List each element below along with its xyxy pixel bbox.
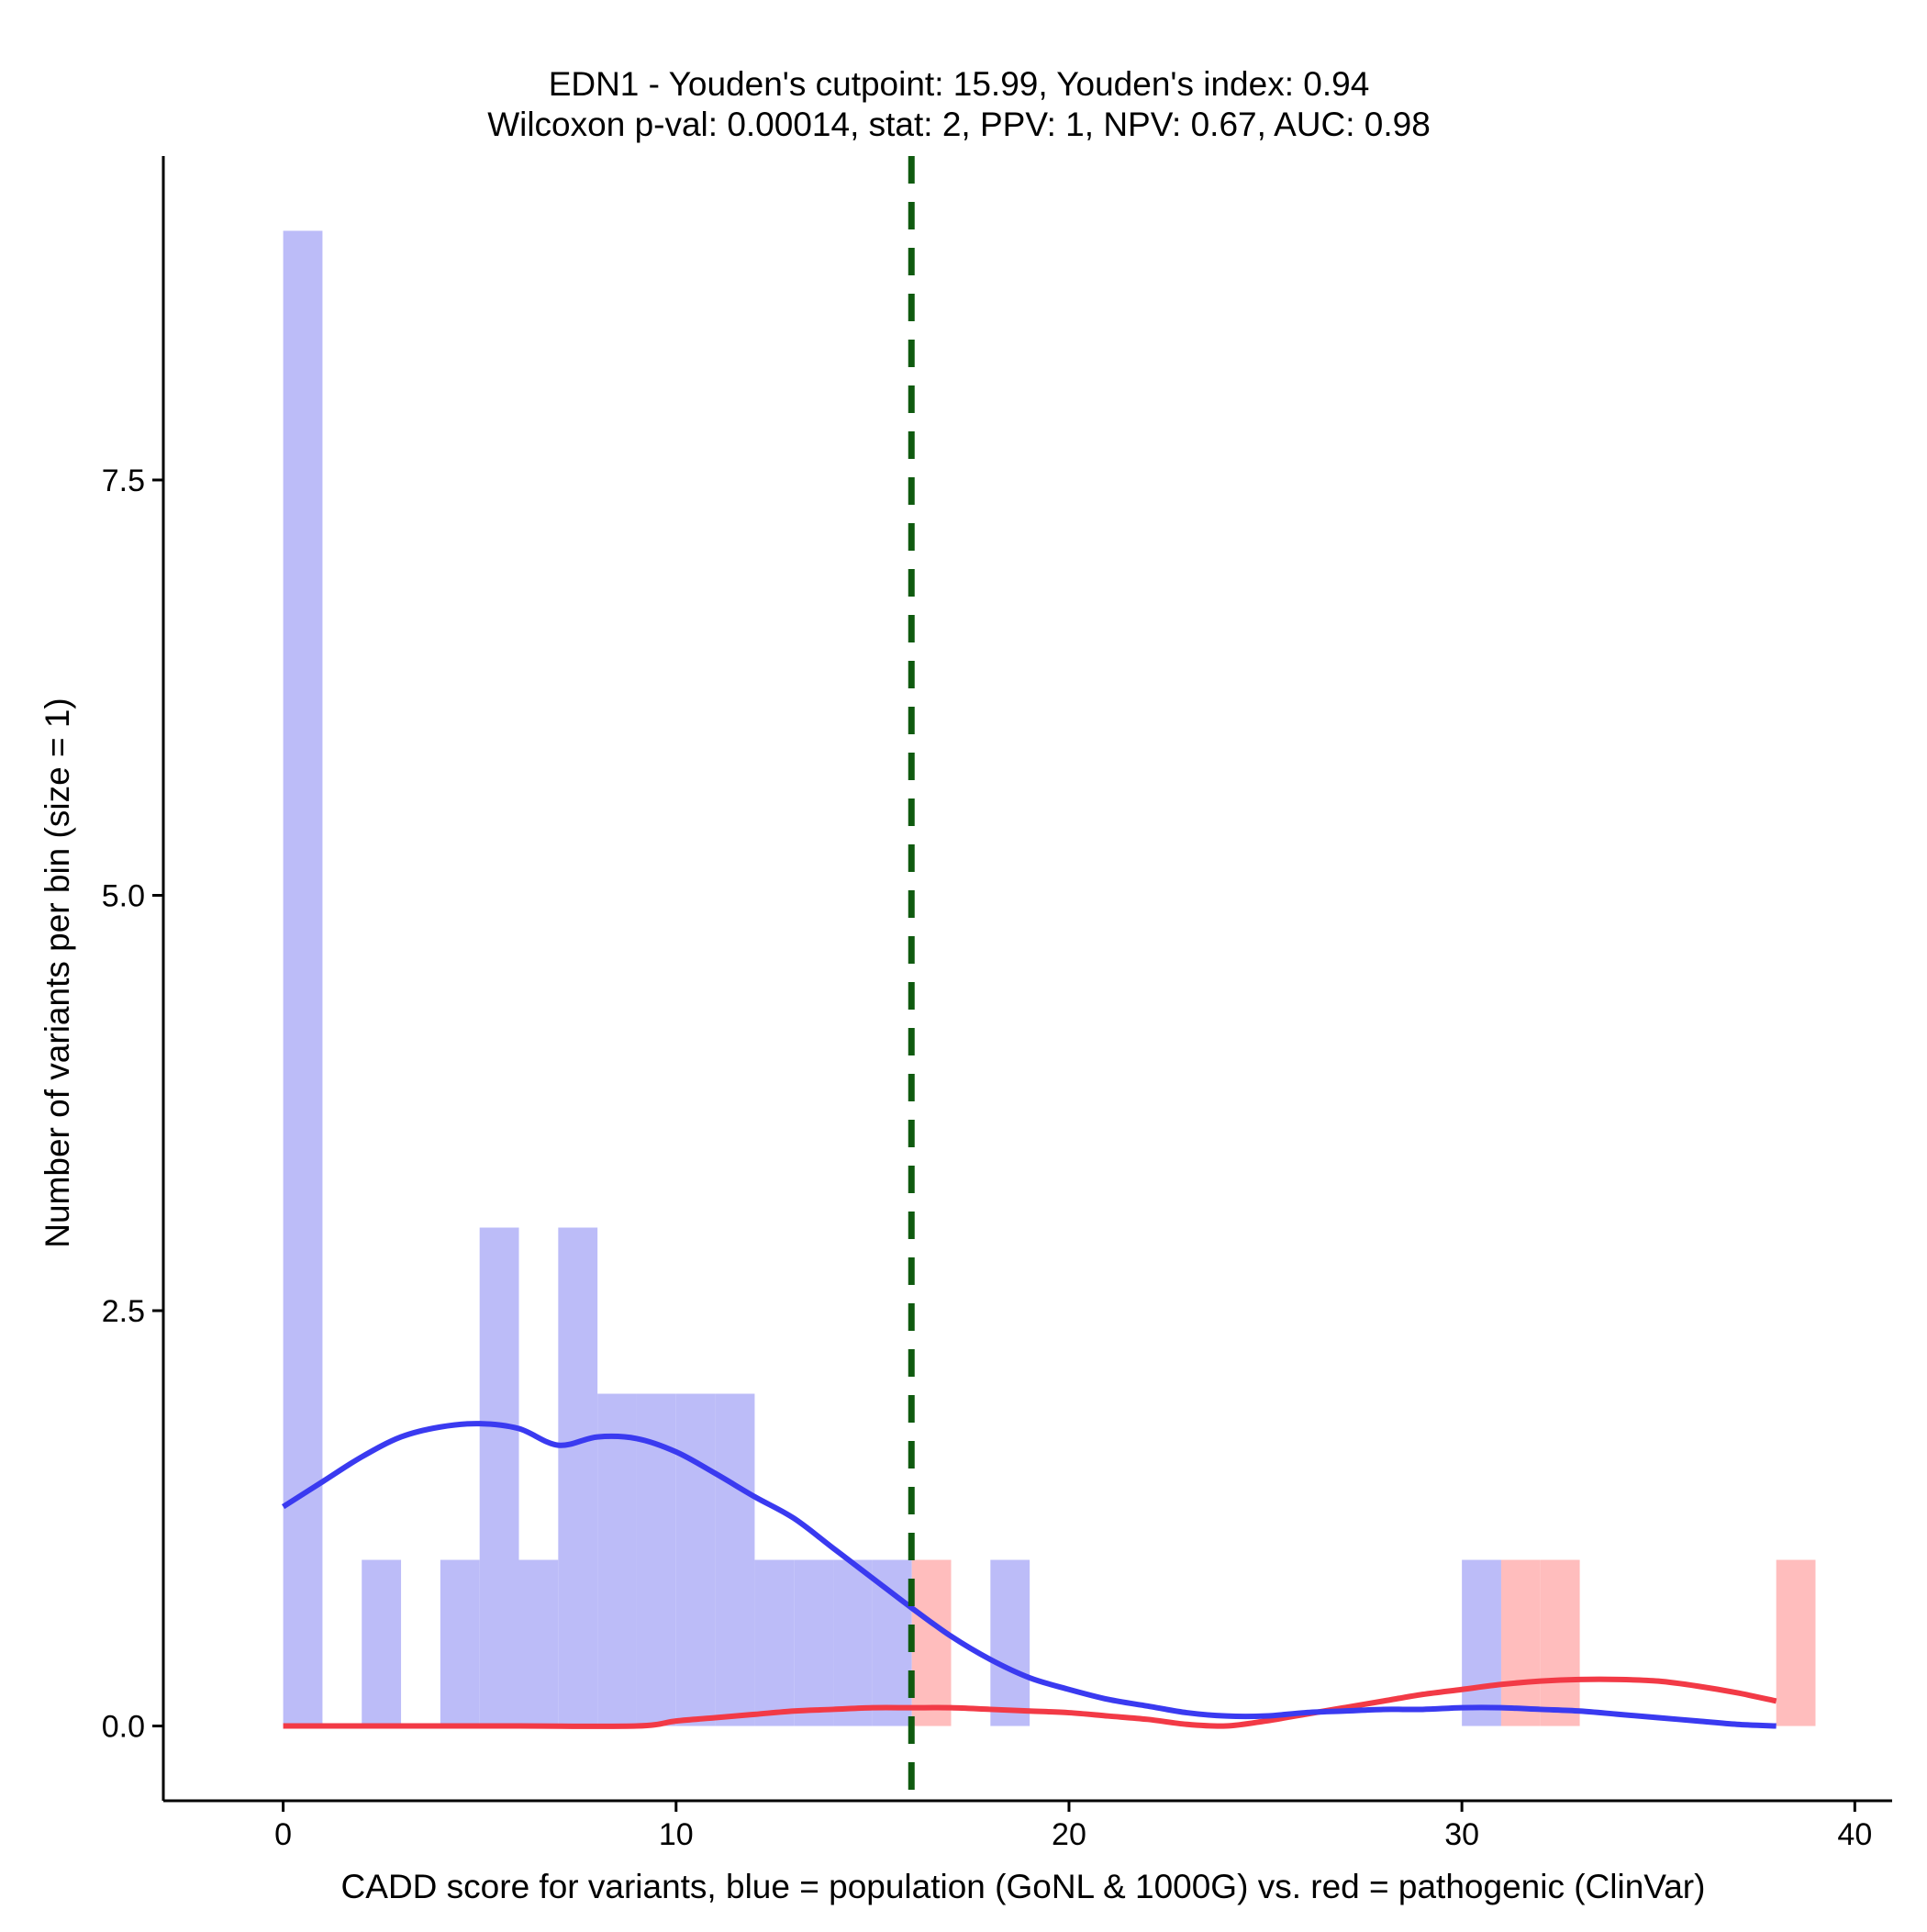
y-tick-label: 5.0 (102, 878, 145, 913)
pathogenic-bars (911, 1559, 1816, 1726)
axes (162, 156, 1892, 1803)
population-bar (715, 1393, 755, 1726)
population-bar (754, 1559, 795, 1726)
pathogenic-bar (911, 1559, 952, 1726)
pathogenic-bar (1500, 1559, 1541, 1726)
population-bar (794, 1559, 834, 1726)
chart-title-line-2: Wilcoxon p-val: 0.00014, stat: 2, PPV: 1… (487, 106, 1431, 143)
population-bar (990, 1559, 1030, 1726)
chart-title-line-1: EDN1 - Youden's cutpoint: 15.99, Youden'… (549, 65, 1370, 103)
y-tick-label: 7.5 (102, 463, 145, 498)
population-bar (440, 1559, 480, 1726)
density-curves (281, 1421, 1777, 1729)
population-density-line (281, 1421, 1777, 1729)
population-bar (362, 1559, 402, 1726)
y-tick-label: 2.5 (102, 1294, 145, 1329)
population-bar (675, 1393, 716, 1726)
pathogenic-bar (1540, 1559, 1580, 1726)
x-axis-ticks: 0 10 20 30 40 (274, 1801, 1872, 1852)
population-bar (597, 1393, 637, 1726)
pathogenic-density-line (283, 1676, 1777, 1729)
y-axis-title: Number of variants per bin (size = 1) (39, 698, 76, 1247)
population-bar (1462, 1559, 1501, 1726)
x-tick-label: 20 (1052, 1817, 1086, 1852)
pathogenic-bar (1776, 1559, 1816, 1726)
y-axis-ticks: 0.0 2.5 5.0 7.5 (102, 463, 163, 1745)
population-bar (558, 1227, 598, 1726)
population-bar (479, 1227, 519, 1726)
x-tick-label: 30 (1444, 1817, 1479, 1852)
x-axis-title: CADD score for variants, blue = populati… (341, 1868, 1706, 1905)
y-tick-label: 0.0 (102, 1710, 145, 1745)
population-bar (872, 1559, 912, 1726)
x-tick-label: 0 (274, 1817, 292, 1852)
x-tick-label: 40 (1837, 1817, 1872, 1852)
population-bar (518, 1559, 559, 1726)
population-bar (283, 230, 323, 1726)
population-bars (283, 230, 1501, 1726)
population-bar (833, 1559, 873, 1726)
x-tick-label: 10 (659, 1817, 694, 1852)
